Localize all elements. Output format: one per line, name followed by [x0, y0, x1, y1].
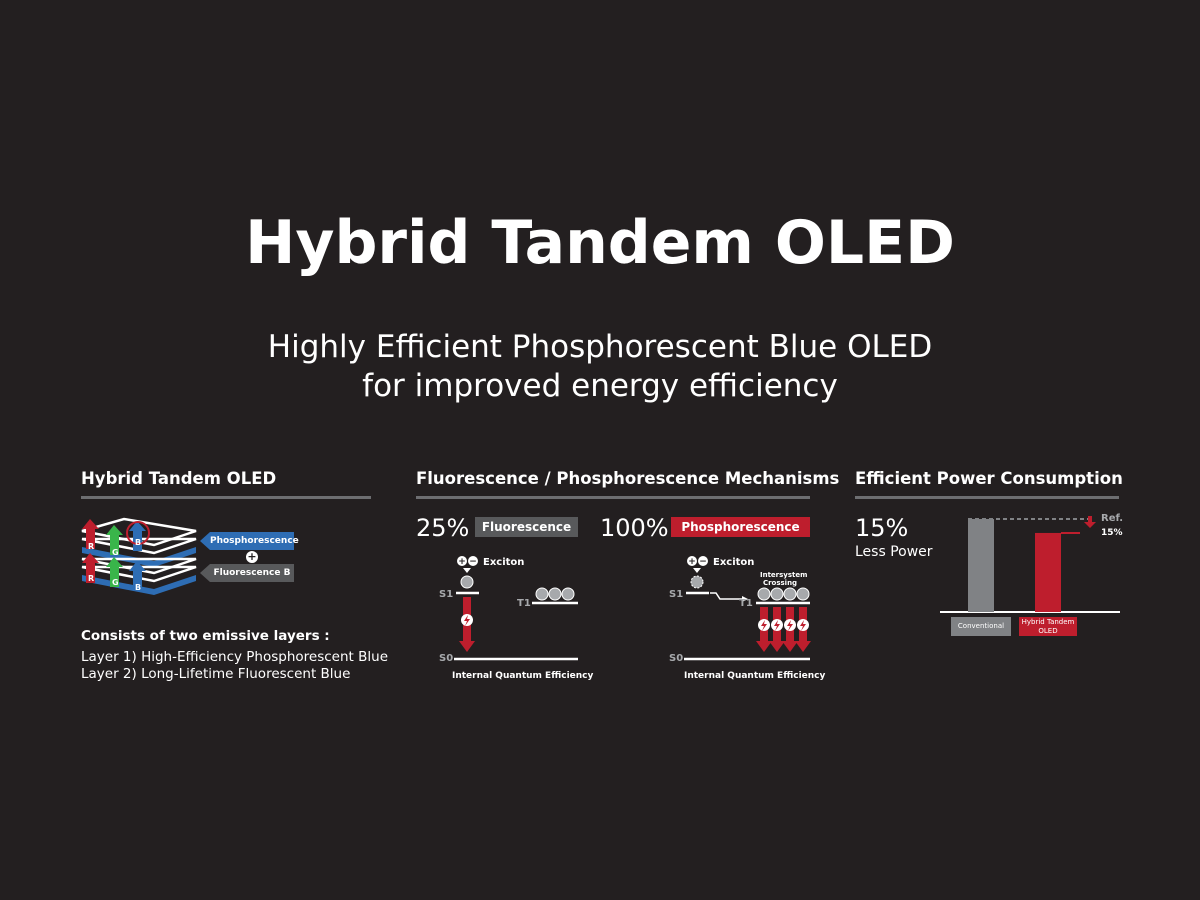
layer-letter-g-bottom: G	[112, 578, 119, 587]
subtitle-line-1: Highly Efficient Phosphorescent Blue OLE…	[267, 329, 933, 365]
top-stack-blue	[82, 547, 196, 567]
tag-fluorescence-b: Fluorescence B	[210, 564, 294, 582]
bar-conventional	[968, 519, 994, 612]
intersystem-crossing-label: Intersystem Crossing	[760, 571, 808, 587]
isc-line-2: Crossing	[762, 579, 798, 587]
intersystem-crossing-arrow	[710, 592, 742, 600]
ref-label: Ref.	[1101, 513, 1124, 524]
phosphorescence-caption: Internal Quantum Efficiency	[684, 671, 826, 681]
phosphorescence-s1-label: S1	[669, 589, 684, 600]
layer-letter-b-top: B	[135, 538, 142, 547]
bottom-stack-blue	[82, 575, 196, 595]
svg-text:−: −	[699, 557, 707, 567]
panel3-rule	[855, 496, 1119, 499]
b-arrow-bottom	[133, 569, 142, 591]
power-consumption-chart	[940, 516, 1120, 613]
fluorescence-s0-label: S0	[439, 653, 454, 664]
layer-letter-b-bottom: B	[135, 583, 142, 592]
panel2-rule	[416, 496, 810, 499]
phosphorescence-tag: Phosphorescence	[671, 517, 810, 537]
r-arrow-top	[86, 527, 95, 549]
fluorescence-s1-label: S1	[439, 589, 454, 600]
svg-text:+: +	[688, 557, 696, 567]
fluorescence-caption: Internal Quantum Efficiency	[452, 671, 594, 681]
tag-phosphorescence-b: Phosphorescence B	[210, 532, 299, 564]
highlight-circle	[126, 521, 150, 545]
r-arrow-bottom	[86, 561, 95, 583]
panel3-heading: Efficient Power Consumption	[855, 469, 1123, 488]
panel2-heading: Fluorescence / Phosphorescence Mechanism…	[416, 469, 840, 488]
tandem-layers-illustration	[81, 517, 197, 595]
svg-text:−: −	[469, 557, 477, 567]
phosphorescence-emission-arrows	[756, 607, 811, 652]
fluorescence-tag: Fluorescence	[475, 517, 578, 537]
layer-letter-g-top: G	[112, 548, 119, 557]
ref-value: 15%	[1101, 528, 1123, 538]
fluorescence-mechanism-diagram: + −	[454, 556, 578, 661]
less-power-label: Less Power	[855, 544, 933, 560]
layer-2-description: Layer 2) Long-Lifetime Fluorescent Blue	[81, 666, 351, 682]
g-arrow-bottom	[110, 565, 119, 587]
svg-text:+: +	[458, 557, 466, 567]
plus-icon: +	[246, 550, 258, 563]
phosphorescence-mechanism-diagram: + −	[684, 556, 811, 661]
minus-charge-icon	[468, 556, 478, 566]
layer-letter-r-top: R	[88, 542, 95, 551]
g-arrow-top	[110, 533, 119, 555]
panel1-heading: Hybrid Tandem OLED	[81, 469, 277, 488]
phosphorescence-t1-label: T1	[739, 598, 753, 609]
category-label-hybrid: Hybrid Tandem OLED	[1019, 617, 1077, 636]
fluorescence-percent: 25%	[416, 514, 470, 542]
fluorescence-exciton-label: Exciton	[483, 557, 525, 568]
tag-pointers	[200, 532, 210, 582]
page-title: Hybrid Tandem OLED	[245, 208, 955, 278]
layers-description-title: Consists of two emissive layers :	[81, 628, 330, 644]
panel1-rule	[81, 496, 371, 499]
bar-hybrid-tandem-oled	[1035, 532, 1061, 612]
page-subtitle: Highly Efficient Phosphorescent Blue OLE…	[0, 328, 1200, 406]
plus-charge-icon	[457, 556, 467, 566]
isc-line-1: Intersystem	[760, 571, 808, 579]
phosphorescence-s0-label: S0	[669, 653, 684, 664]
exciton-particle	[460, 575, 474, 589]
reduction-arrow-icon	[1084, 516, 1096, 528]
phosphorescence-exciton-label: Exciton	[713, 557, 755, 568]
layer-letter-r-bottom: R	[88, 574, 95, 583]
phosphorescence-percent: 100%	[600, 514, 669, 542]
category-label-conventional: Conventional	[951, 617, 1011, 636]
subtitle-line-2: for improved energy efficiency	[362, 368, 838, 404]
fluorescence-t1-label: T1	[517, 598, 531, 609]
power-percent: 15%	[855, 514, 909, 542]
layer-1-description: Layer 1) High-Efficiency Phosphorescent …	[81, 649, 389, 665]
exciton-particle-burst	[690, 575, 704, 589]
b-arrow-top	[133, 529, 142, 551]
